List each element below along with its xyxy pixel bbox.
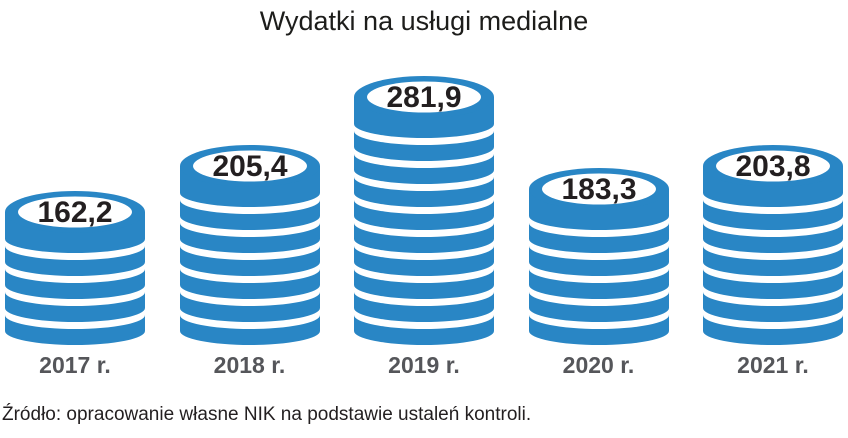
year-label: 2020 r.	[562, 352, 635, 378]
coin-stack-chart: 162,2 2017 r. 205,4 2018 r. 281,9 2019 r. 183,…	[0, 76, 848, 379]
coin-top-face	[367, 81, 481, 113]
year-label: 2019 r.	[388, 352, 460, 378]
year-label: 2018 r.	[213, 352, 286, 378]
coin-top-face	[18, 196, 132, 228]
coin-top-face	[192, 150, 307, 182]
coin-top-face	[541, 173, 656, 205]
coin	[354, 154, 494, 184]
coin	[354, 223, 494, 253]
coin	[528, 315, 669, 345]
coin-top-face	[716, 150, 830, 182]
coin	[5, 292, 145, 322]
coin-stack: 205,4	[179, 145, 320, 345]
coin	[703, 315, 843, 345]
coin	[179, 246, 320, 276]
coin	[354, 200, 494, 230]
coin-stack-column-2020: 183,3 2020 r.	[526, 168, 672, 379]
coin	[703, 200, 843, 230]
coin-stack-column-2019: 281,9 2019 r.	[351, 76, 497, 379]
coin	[179, 292, 320, 322]
value-label: 205,4	[212, 150, 287, 183]
coin	[179, 200, 320, 230]
coin	[5, 315, 145, 345]
coin	[5, 246, 145, 276]
chart-title: Wydatki na usługi medialne	[259, 6, 589, 36]
coin	[354, 177, 494, 207]
coin	[5, 269, 145, 299]
coin-stack: 281,9	[354, 76, 494, 345]
coin	[354, 246, 494, 276]
year-label: 2021 r.	[737, 352, 809, 378]
coin-stack: 203,8	[703, 145, 843, 345]
coin-stack: 183,3	[528, 168, 669, 345]
coin	[703, 223, 843, 253]
coin-stack-column-2018: 205,4 2018 r.	[177, 145, 323, 379]
value-label: 281,9	[386, 81, 461, 114]
coin	[354, 269, 494, 299]
coin-stack: 162,2	[5, 191, 145, 345]
value-label: 183,3	[561, 173, 636, 206]
coin	[179, 269, 320, 299]
coin-stack-column-2017: 162,2 2017 r.	[2, 191, 148, 379]
source-note: Źródło: opracowanie własne NIK na podsta…	[2, 404, 532, 425]
year-label: 2017 r.	[39, 352, 111, 378]
coin	[528, 292, 669, 322]
coin	[703, 292, 843, 322]
coin	[528, 269, 669, 299]
coin	[703, 246, 843, 276]
coin	[354, 315, 494, 345]
value-label: 203,8	[735, 150, 810, 183]
coin	[179, 315, 320, 345]
coin	[354, 131, 494, 161]
value-label: 162,2	[37, 196, 112, 229]
coin	[528, 223, 669, 253]
coin-stack-column-2021: 203,8 2021 r.	[700, 145, 846, 379]
coin	[528, 246, 669, 276]
coin	[354, 292, 494, 322]
coin	[703, 269, 843, 299]
coin	[179, 223, 320, 253]
